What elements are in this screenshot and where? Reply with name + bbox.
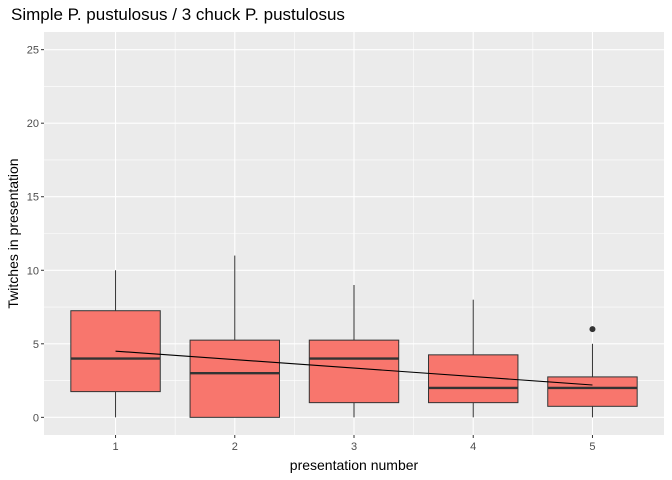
y-tick-label: 5 bbox=[33, 339, 39, 351]
box-3 bbox=[308, 284, 400, 418]
trend-layer bbox=[115, 350, 593, 386]
box-5 bbox=[547, 326, 638, 418]
y-tick-label: 10 bbox=[27, 265, 39, 277]
box-body bbox=[189, 339, 280, 418]
box-2 bbox=[189, 255, 280, 418]
y-tick-label: 0 bbox=[33, 412, 39, 424]
x-tick-label: 3 bbox=[351, 441, 357, 453]
x-tick-label: 5 bbox=[589, 441, 595, 453]
y-axis-title: Twitches in presentation bbox=[5, 158, 21, 308]
y-tick-label: 20 bbox=[27, 118, 39, 130]
box-body bbox=[547, 376, 638, 407]
chart-title: Simple P. pustulosus / 3 chuck P. pustul… bbox=[11, 5, 345, 24]
x-tick-label: 1 bbox=[112, 441, 118, 453]
y-tick-label: 25 bbox=[27, 45, 39, 57]
box-body bbox=[308, 339, 400, 404]
box-4 bbox=[428, 299, 519, 418]
x-tick-label: 4 bbox=[470, 441, 476, 453]
outlier-point bbox=[589, 326, 596, 333]
y-tick-label: 15 bbox=[27, 192, 39, 204]
x-axis-title: presentation number bbox=[290, 457, 419, 473]
x-axis: 1 2 3 4 5 bbox=[112, 435, 596, 453]
y-axis: 0 5 10 15 20 25 bbox=[27, 45, 44, 424]
x-tick-label: 2 bbox=[232, 441, 238, 453]
trend-line bbox=[115, 350, 593, 386]
